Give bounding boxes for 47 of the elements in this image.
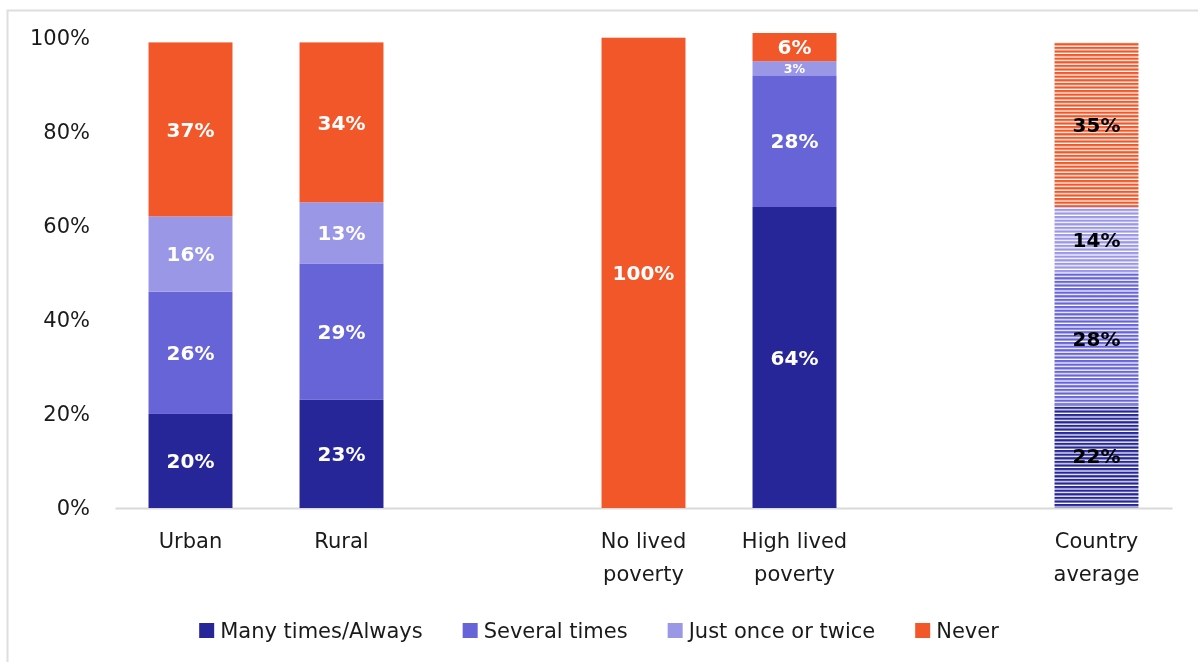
x-tick-label: No lived poverty (600, 529, 687, 586)
bar (601, 37, 686, 508)
y-tick-label: 0% (56, 496, 90, 521)
legend-label: Never (936, 618, 1000, 643)
data-label: 23% (317, 442, 366, 467)
bar (299, 42, 384, 203)
data-label: 6% (777, 35, 812, 60)
data-label: 35% (1072, 112, 1121, 137)
data-label: 3% (783, 60, 806, 76)
bar (1054, 207, 1139, 273)
x-tick-label: Country average (1053, 529, 1140, 586)
bar (752, 75, 837, 208)
bar (148, 42, 233, 217)
data-label: 100% (612, 261, 675, 286)
y-tick-label: 60% (43, 214, 90, 239)
y-tick-label: 40% (43, 308, 90, 333)
data-label: 28% (770, 129, 819, 154)
data-label: 16% (166, 242, 215, 267)
y-tick-label: 80% (43, 119, 90, 144)
bar (299, 202, 384, 264)
data-label: 22% (1072, 444, 1121, 469)
x-tick-label: High lived poverty (741, 529, 848, 586)
data-label: 26% (166, 341, 215, 365)
bar (299, 399, 384, 508)
bar (1054, 42, 1139, 208)
legend-label: Many times/Always (220, 618, 423, 643)
legend-label: Just once or twice (686, 618, 876, 643)
bar (148, 216, 233, 292)
legend-label: Several times (483, 618, 628, 643)
data-label: 29% (317, 319, 366, 344)
bar (299, 263, 384, 400)
x-tick-label: Rural (314, 529, 369, 553)
bar (752, 207, 837, 508)
data-label: 13% (317, 221, 366, 246)
bar (1054, 272, 1139, 405)
data-label: 20% (166, 449, 215, 474)
bar (148, 413, 233, 508)
y-tick-label: 100% (29, 25, 90, 50)
data-label: 37% (166, 117, 215, 142)
data-label: 28% (1072, 326, 1121, 351)
bar (1054, 404, 1139, 508)
data-label: 64% (770, 345, 819, 370)
y-tick-label: 20% (43, 402, 90, 427)
data-label: 34% (317, 110, 366, 135)
x-tick-label: Urban (158, 529, 223, 553)
bar (148, 291, 233, 414)
data-label: 14% (1072, 228, 1121, 253)
